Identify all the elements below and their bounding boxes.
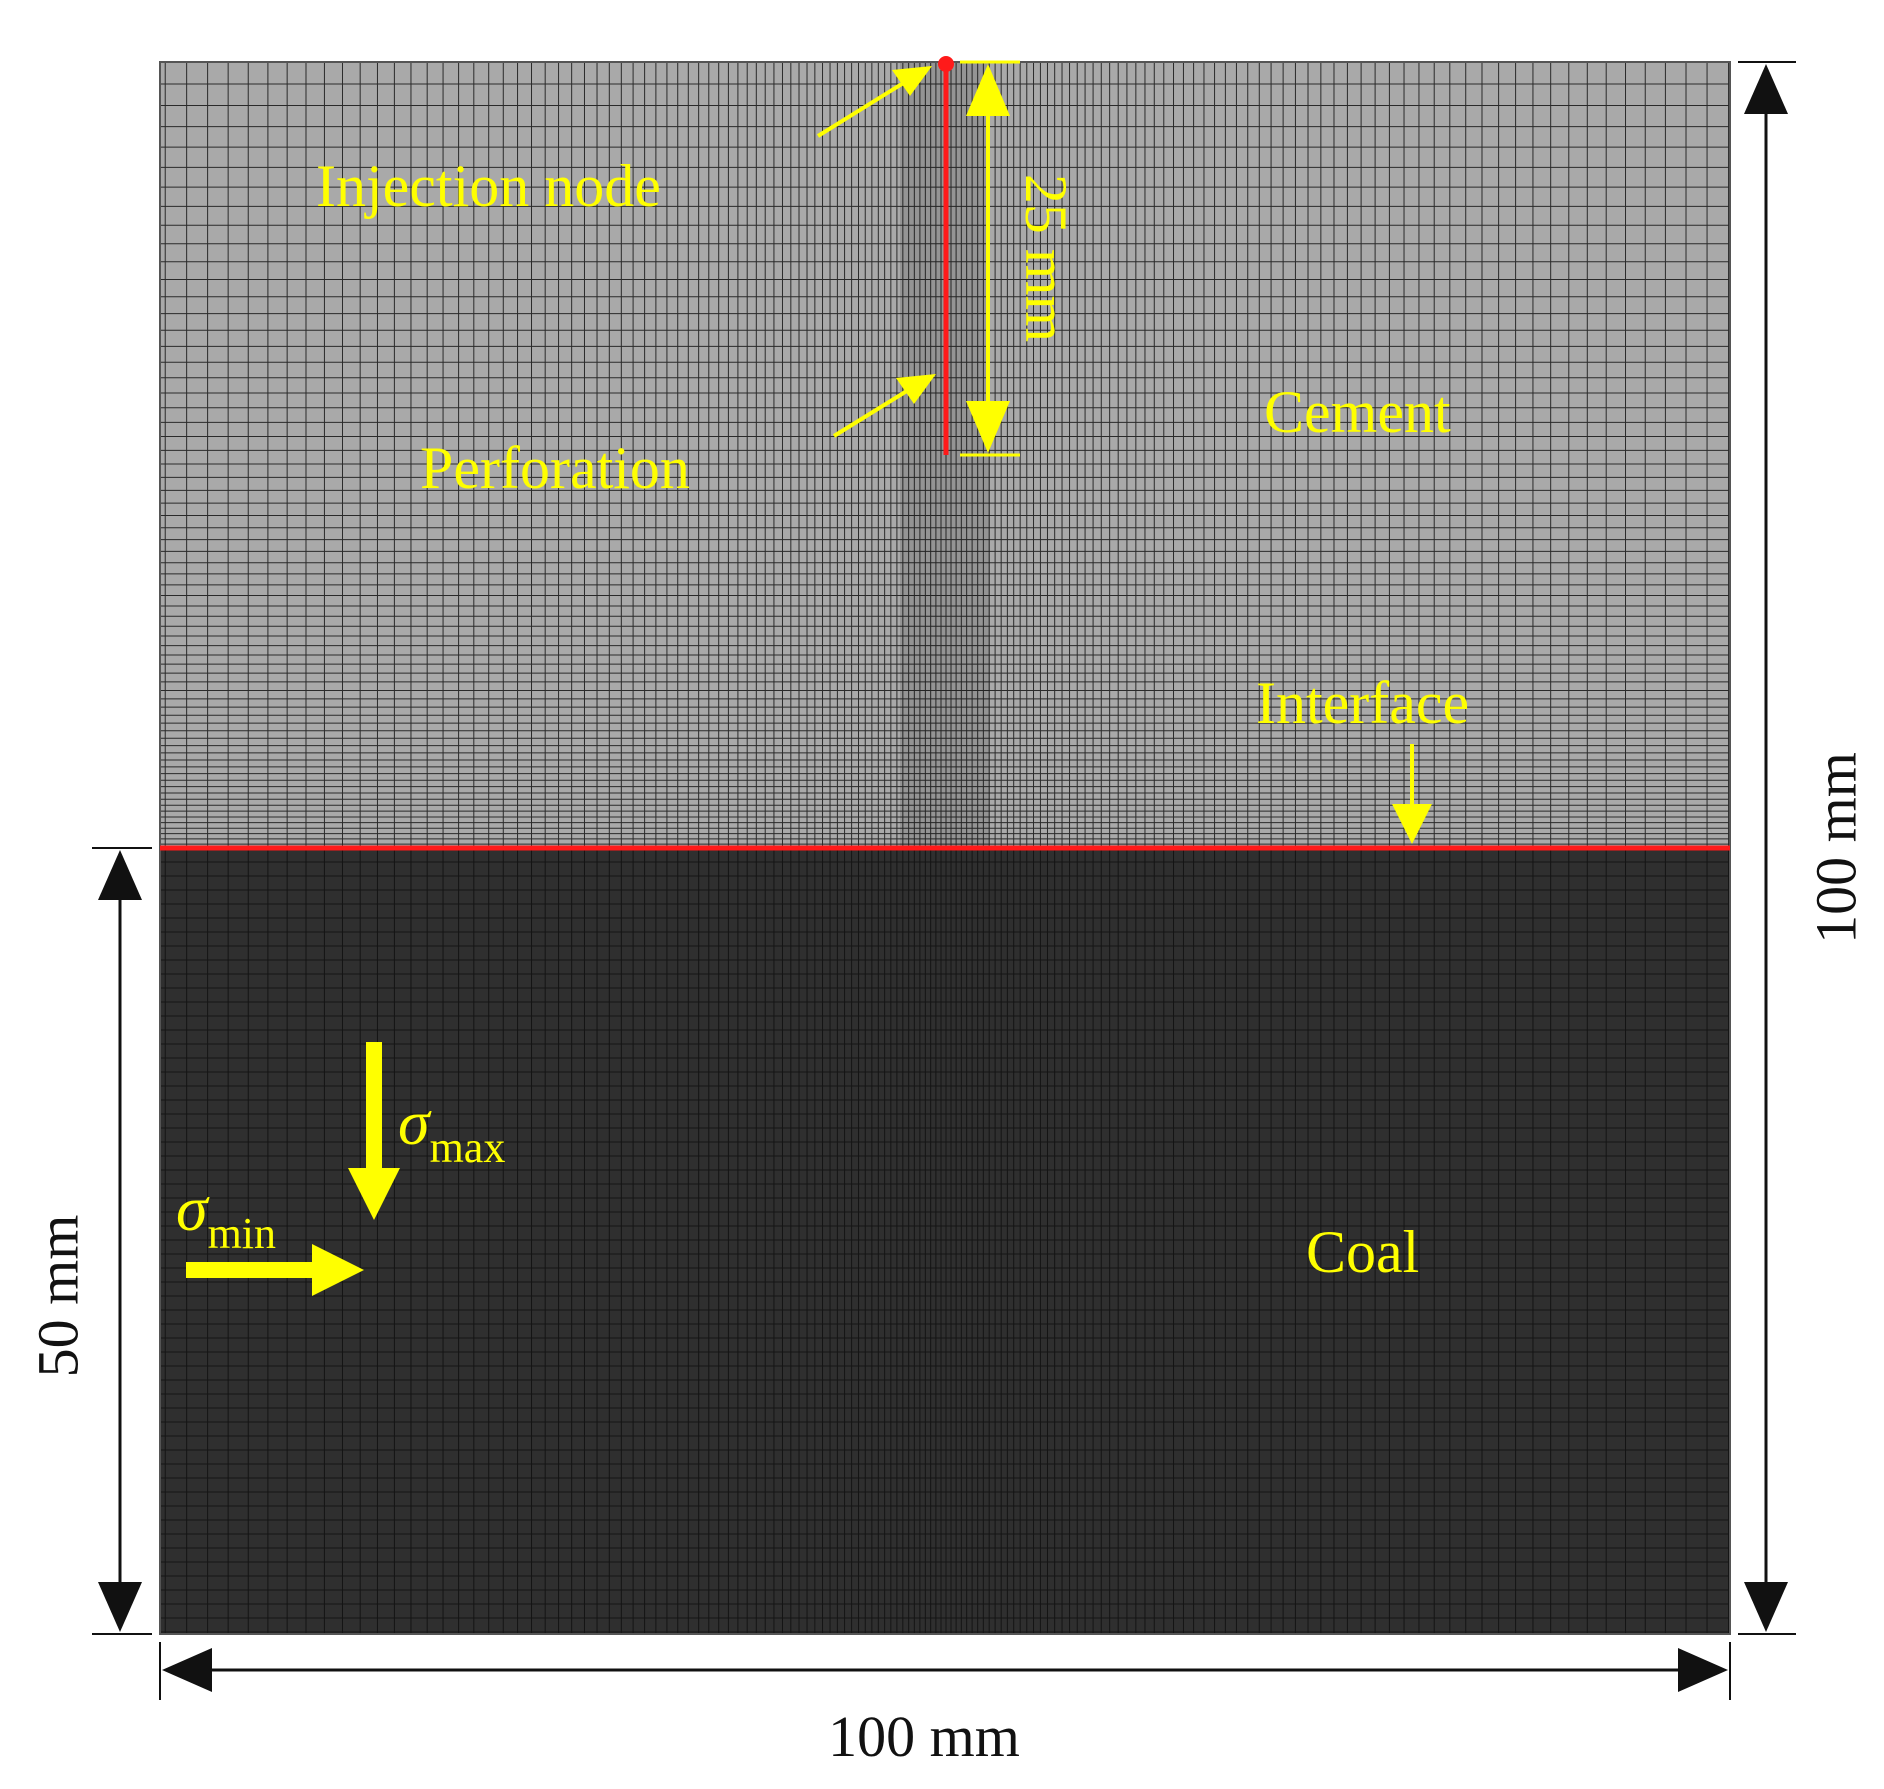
injection-node-annotation: Injection node xyxy=(316,66,932,219)
coal-mesh xyxy=(160,847,1730,1634)
width-dimension: 100 mm xyxy=(159,1642,1731,1769)
perforation-dimension: 25 mm xyxy=(960,60,1079,457)
interface-annotation: Interface xyxy=(1256,670,1469,844)
perforation-length-label: 25 mm xyxy=(1013,174,1079,342)
coal-height-dimension: 50 mm xyxy=(25,847,152,1635)
sigma-min-arrow: σmin xyxy=(176,1173,364,1296)
sigma-max-label: σmax xyxy=(398,1087,505,1172)
injection-node-label: Injection node xyxy=(316,153,661,219)
total-height-label: 100 mm xyxy=(1803,752,1868,944)
injection-node-dot xyxy=(938,56,954,72)
interface-label: Interface xyxy=(1256,670,1469,736)
sigma-min-label: σmin xyxy=(176,1173,276,1258)
coal-region xyxy=(160,848,1730,1634)
perforation-annotation: Perforation xyxy=(420,374,936,501)
perforation-label: Perforation xyxy=(420,435,690,501)
cement-label: Cement xyxy=(1264,379,1451,445)
total-height-dimension: 100 mm xyxy=(1738,61,1868,1635)
sigma-max-arrow: σmax xyxy=(348,1042,505,1220)
coal-label: Coal xyxy=(1306,1219,1419,1285)
coal-height-label: 50 mm xyxy=(25,1215,90,1378)
width-label: 100 mm xyxy=(828,1704,1020,1769)
